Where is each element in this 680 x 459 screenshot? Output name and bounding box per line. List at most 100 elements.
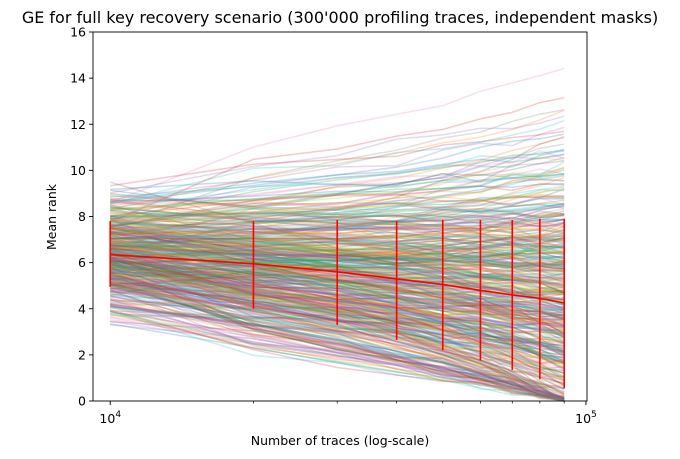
run-line [110, 302, 565, 402]
run-line [110, 188, 565, 228]
run-line [110, 213, 565, 230]
run-line [109, 289, 565, 400]
run-line [110, 188, 565, 223]
run-line [110, 297, 565, 402]
run-line [109, 310, 565, 402]
y-tick-label: 16 [70, 25, 86, 40]
run-line [110, 168, 565, 205]
run-line [110, 133, 565, 204]
run-line [110, 292, 565, 399]
run-line [110, 197, 565, 208]
run-line [109, 258, 565, 402]
run-line [110, 294, 565, 402]
run-line [109, 260, 565, 400]
y-tick-label: 0 [78, 394, 86, 409]
run-line [110, 149, 565, 228]
run-line [110, 316, 565, 378]
x-axis-label: Number of traces (log-scale) [251, 433, 430, 448]
run-line [110, 193, 565, 222]
run-line [110, 148, 565, 221]
y-tick-label: 4 [78, 301, 86, 316]
run-line [110, 157, 565, 228]
run-line [110, 188, 565, 255]
run-line [110, 205, 565, 250]
run-line [110, 186, 565, 268]
y-tick-label: 6 [78, 255, 86, 270]
run-line [110, 205, 565, 217]
x-tick-label: 104 [99, 410, 121, 426]
run-line [110, 135, 565, 228]
run-line [110, 197, 565, 259]
y-tick-label: 14 [70, 71, 86, 86]
run-line [110, 178, 565, 238]
run-line [110, 212, 565, 241]
run-line [109, 272, 565, 402]
run-line [110, 319, 565, 402]
chart-title: GE for full key recovery scenario (300'0… [22, 8, 658, 27]
run-line [110, 149, 565, 209]
mean-series [109, 218, 566, 389]
run-line [110, 136, 565, 255]
run-line [110, 194, 565, 218]
run-line [110, 305, 565, 402]
run-line [110, 281, 565, 382]
run-line [110, 286, 565, 399]
run-line [110, 310, 565, 397]
run-line [110, 320, 565, 400]
run-line [110, 212, 565, 234]
run-line [109, 256, 565, 400]
run-line [110, 199, 565, 220]
run-line [110, 203, 565, 227]
run-line [110, 210, 565, 221]
run-line [109, 97, 565, 223]
run-line [110, 194, 565, 211]
run-line [110, 263, 565, 402]
run-line [110, 284, 565, 402]
run-line [110, 168, 565, 241]
run-line [109, 261, 565, 397]
run-line [110, 126, 565, 201]
run-line [109, 288, 565, 401]
run-line [110, 183, 565, 217]
run-line [110, 303, 565, 401]
run-line [109, 265, 565, 402]
run-line [110, 161, 565, 254]
run-line [109, 266, 565, 398]
run-line [110, 212, 565, 226]
run-line [110, 313, 565, 401]
run-line [110, 304, 565, 401]
run-line [110, 193, 565, 206]
run-line [109, 109, 565, 229]
run-line [110, 120, 565, 205]
run-line [109, 279, 565, 402]
run-line [110, 183, 565, 204]
run-line [110, 115, 565, 194]
run-line [110, 167, 565, 220]
run-line [109, 284, 565, 394]
run-line [110, 195, 565, 234]
y-axis-label: Mean rank [44, 183, 59, 250]
run-line [110, 287, 565, 402]
run-line [110, 176, 565, 251]
run-line [110, 276, 565, 402]
run-line [110, 149, 565, 207]
run-line [109, 283, 565, 402]
run-line [109, 272, 565, 402]
run-line [110, 174, 565, 260]
run-line [110, 305, 565, 402]
y-tick-label: 8 [78, 209, 86, 224]
run-line [109, 270, 565, 401]
run-line [109, 257, 565, 398]
run-line [110, 298, 565, 389]
run-line [110, 160, 565, 228]
run-line [110, 203, 565, 235]
run-line [110, 156, 565, 227]
x-tick-label: 105 [575, 410, 597, 426]
run-line [110, 316, 565, 397]
run-line [110, 305, 565, 400]
run-line [110, 284, 565, 393]
run-line [110, 283, 565, 389]
axes: 0 2 4 6 8 10 12 14 16 104 105 [70, 25, 597, 427]
run-line [110, 173, 565, 198]
run-line [110, 203, 565, 240]
